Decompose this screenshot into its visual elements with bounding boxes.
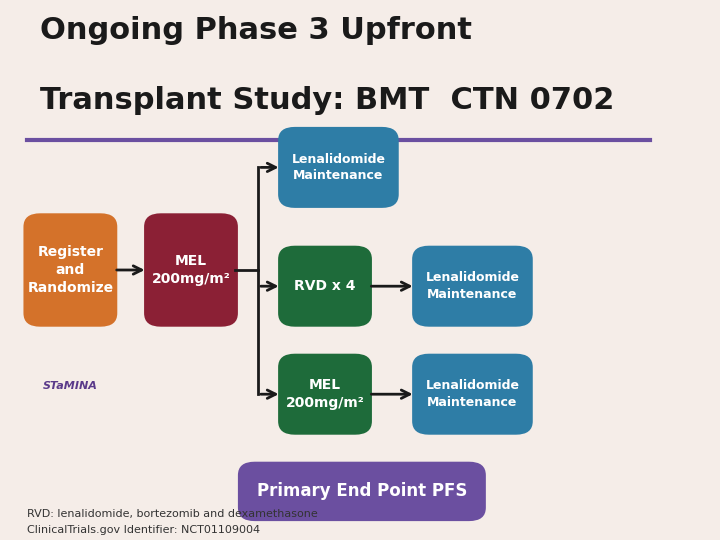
FancyBboxPatch shape: [412, 354, 533, 435]
FancyBboxPatch shape: [24, 213, 117, 327]
Text: ClinicalTrials.gov Identifier: NCT01109004: ClinicalTrials.gov Identifier: NCT011090…: [27, 524, 260, 535]
Text: RVD x 4: RVD x 4: [294, 279, 356, 293]
Text: Lenalidomide
Maintenance: Lenalidomide Maintenance: [426, 380, 519, 409]
FancyBboxPatch shape: [278, 246, 372, 327]
Text: Register
and
Randomize: Register and Randomize: [27, 245, 114, 295]
Text: MEL
200mg/m²: MEL 200mg/m²: [286, 379, 364, 410]
Text: Transplant Study: BMT  CTN 0702: Transplant Study: BMT CTN 0702: [40, 86, 615, 116]
FancyBboxPatch shape: [238, 462, 486, 521]
Text: Ongoing Phase 3 Upfront: Ongoing Phase 3 Upfront: [40, 16, 472, 45]
FancyBboxPatch shape: [278, 127, 399, 208]
Text: MEL
200mg/m²: MEL 200mg/m²: [152, 254, 230, 286]
FancyBboxPatch shape: [144, 213, 238, 327]
Text: RVD: lenalidomide, bortezomib and dexamethasone: RVD: lenalidomide, bortezomib and dexame…: [27, 509, 318, 519]
Text: STaMINA: STaMINA: [43, 381, 98, 391]
Text: Primary End Point PFS: Primary End Point PFS: [257, 482, 467, 501]
Text: Lenalidomide
Maintenance: Lenalidomide Maintenance: [426, 272, 519, 301]
Text: Lenalidomide
Maintenance: Lenalidomide Maintenance: [292, 153, 385, 182]
FancyBboxPatch shape: [278, 354, 372, 435]
FancyBboxPatch shape: [412, 246, 533, 327]
